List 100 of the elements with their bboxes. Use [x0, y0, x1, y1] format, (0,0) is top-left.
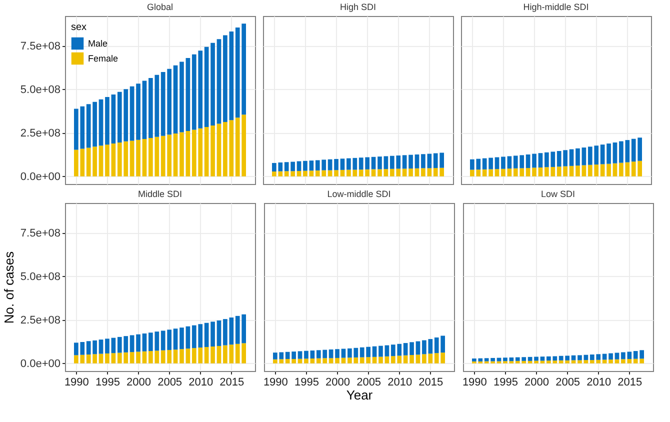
bar — [606, 144, 611, 164]
x-tick-label: 2010 — [586, 376, 612, 388]
bar — [204, 347, 209, 364]
bar — [378, 156, 382, 170]
bar — [416, 354, 420, 364]
bar — [98, 99, 104, 146]
bar — [142, 139, 147, 176]
y-tick-label: 5.0e+08 — [20, 84, 60, 96]
bar — [210, 125, 215, 176]
bar — [378, 356, 383, 364]
y-tick-label: 0.0e+00 — [20, 170, 60, 183]
bar — [303, 160, 308, 171]
bar — [414, 154, 420, 168]
bar — [403, 343, 408, 356]
bar — [216, 320, 222, 346]
y-tick-label: 2.5e+08 — [20, 127, 60, 140]
bar — [371, 156, 376, 170]
bar — [105, 338, 110, 354]
bar — [501, 156, 506, 169]
bar — [136, 84, 140, 140]
bar — [303, 170, 308, 176]
x-tick-label: 2015 — [618, 376, 642, 388]
bar — [378, 346, 383, 357]
bar — [402, 155, 407, 169]
bar — [341, 348, 346, 358]
bar — [612, 142, 618, 164]
bar — [111, 144, 116, 176]
bar — [371, 169, 376, 176]
bar — [173, 65, 178, 134]
bar — [494, 169, 500, 176]
bar — [410, 355, 414, 364]
y-tick-label: 5.0e+08 — [20, 270, 60, 283]
bar — [582, 165, 586, 176]
bar — [328, 349, 334, 358]
bar — [335, 358, 340, 364]
chart-title: High-middle SDI — [523, 2, 589, 12]
bar — [130, 335, 134, 352]
bar — [341, 358, 346, 364]
bar — [414, 168, 420, 176]
bar — [528, 356, 532, 361]
bar — [105, 353, 110, 364]
bar — [408, 154, 413, 169]
bar — [111, 353, 116, 364]
bar — [532, 154, 536, 168]
bar — [309, 170, 314, 176]
x-axis-title: Year — [346, 388, 374, 402]
bar — [584, 360, 588, 364]
x-tick-label: 1990 — [64, 376, 89, 388]
bar — [384, 345, 390, 356]
bar — [304, 350, 308, 359]
bar — [216, 346, 222, 364]
legend-title: sex — [71, 22, 87, 33]
chart-title: High SDI — [340, 2, 376, 12]
chart-title: Global — [146, 2, 174, 12]
bar — [578, 360, 582, 364]
bar — [180, 62, 184, 132]
bar — [503, 358, 508, 362]
x-tick-label: 2005 — [356, 376, 382, 388]
bar — [576, 166, 580, 176]
bar — [608, 353, 613, 360]
bar — [98, 146, 104, 176]
bar — [402, 168, 407, 176]
bar — [534, 360, 538, 364]
bar — [173, 350, 178, 364]
bar — [180, 328, 184, 350]
bar — [606, 164, 611, 176]
bar — [532, 168, 536, 176]
bar — [186, 58, 190, 132]
bar — [210, 42, 215, 126]
x-tick-label: 1995 — [493, 376, 518, 388]
bar — [569, 166, 574, 176]
bar — [538, 167, 543, 176]
bar — [142, 80, 147, 140]
bar — [210, 322, 215, 347]
y-axis-title: No. of cases — [1, 250, 16, 324]
bar — [582, 148, 586, 166]
bar — [98, 340, 104, 354]
x-tick-label: 1995 — [294, 376, 319, 388]
bar — [98, 354, 104, 364]
bar — [186, 131, 190, 176]
y-tick-label: 2.5e+08 — [20, 314, 60, 326]
bar — [216, 39, 222, 124]
chart-title: Low-middle SDI — [327, 189, 391, 199]
bar — [296, 161, 302, 171]
bar — [372, 356, 377, 364]
bar — [372, 346, 377, 357]
bar — [403, 355, 408, 364]
bar — [186, 348, 190, 364]
bar — [608, 360, 613, 364]
bar — [526, 154, 530, 168]
bar — [384, 169, 388, 176]
bar — [335, 349, 340, 358]
x-tick-label: 2000 — [126, 376, 152, 388]
bar — [334, 158, 338, 170]
bar — [173, 328, 178, 350]
bar — [298, 358, 302, 364]
bar — [569, 149, 574, 166]
bar — [304, 358, 308, 364]
bar — [614, 352, 620, 360]
bar — [334, 170, 338, 176]
